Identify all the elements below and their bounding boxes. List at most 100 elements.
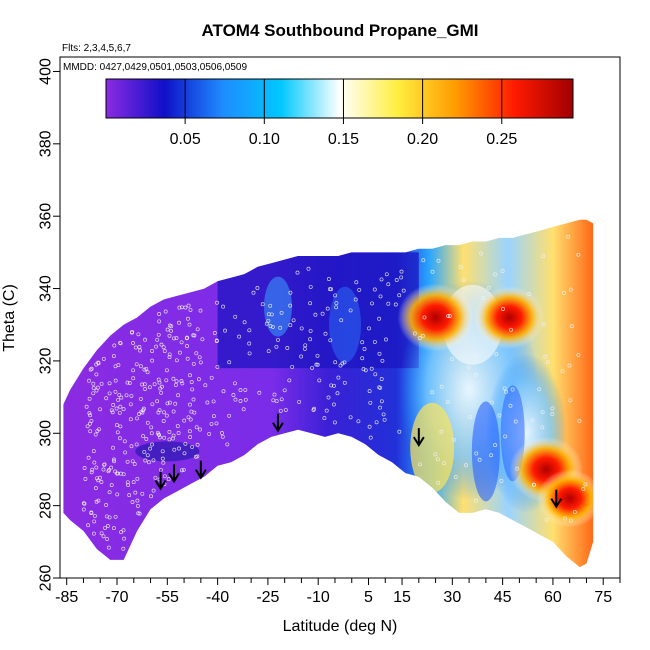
observation-point [89,470,94,475]
observation-point [276,337,280,342]
observation-point [145,370,150,375]
observation-point [348,415,353,420]
observation-point [486,285,491,290]
observation-point [379,277,384,282]
observation-point [227,413,232,418]
observation-point [581,487,586,491]
observation-point [464,463,469,468]
observation-point [493,443,498,448]
observation-point [399,269,404,274]
observation-point [513,419,518,424]
observation-point [166,477,171,482]
observation-point [313,312,318,317]
observation-point [151,488,156,493]
observation-point [367,389,372,394]
observation-point [569,324,574,329]
observation-point [363,368,368,373]
observation-point [133,490,138,495]
plot-frame [59,56,621,579]
observation-point [171,336,176,341]
observation-point [161,419,166,423]
field-yellow-patch [410,402,455,493]
observation-point [274,344,279,349]
observation-point [179,468,184,473]
observation-point [164,378,169,383]
observation-point [179,340,184,345]
observation-point [214,338,219,343]
observation-point [243,387,248,392]
observation-point [308,328,313,333]
observation-point [325,306,330,311]
observation-point [88,367,93,372]
observation-point [452,437,456,442]
observation-point [439,384,444,389]
observation-point [233,397,238,402]
observation-point [225,442,230,447]
observation-point [501,306,505,311]
observation-point [214,421,219,426]
x-axis-label: Latitude (deg N) [283,618,398,635]
observation-point [369,366,374,371]
y-tick-label: 400 [38,58,55,85]
observation-point [381,412,386,417]
observation-point [188,417,193,422]
observation-point [169,328,173,333]
observation-point [109,465,114,470]
observation-point [200,337,205,342]
observation-point [115,471,120,476]
arrow-head [550,498,563,509]
field-hotspot [397,283,474,352]
observation-point [386,301,391,306]
observation-point [420,333,425,338]
observation-point [126,483,131,488]
observation-point [215,300,219,305]
observation-point [328,338,333,343]
observation-point [104,503,109,507]
arrow-head [272,422,284,433]
observation-point [291,318,296,323]
observation-point [197,355,202,360]
observation-point [162,349,167,354]
y-tick-label: 260 [38,565,55,592]
x-tick-label: 5 [364,589,373,606]
observation-point [176,431,181,435]
observation-point [101,356,106,361]
observation-point [134,442,139,447]
observation-point [445,400,450,405]
colorbar-bar [105,78,574,119]
observation-point [384,337,388,342]
observation-point [96,498,101,503]
observation-point [93,432,98,437]
observation-point [543,354,548,359]
observation-point [220,434,225,439]
observation-point [144,437,149,441]
observation-point [232,381,237,386]
observation-point [326,277,331,281]
observation-point [174,379,179,384]
observation-point [110,410,115,415]
observation-point [188,402,192,407]
observation-point [568,518,573,523]
observation-point [243,397,248,402]
observation-point [161,345,166,350]
y-tick-label: 360 [38,203,55,230]
observation-point [211,414,216,419]
observation-point [489,453,494,458]
observation-point [453,475,458,480]
observation-point [115,492,120,497]
observation-point [474,451,479,456]
observation-point [360,356,365,361]
observation-point [144,366,149,371]
observation-point [113,514,118,519]
observation-points [81,234,588,551]
observation-point [370,301,374,306]
observation-point [148,446,153,451]
observation-point [131,341,135,345]
observation-point [508,403,513,408]
observation-point [450,357,455,362]
observation-point [266,318,271,323]
observation-point [91,531,96,536]
observation-point [117,436,122,441]
observation-point [527,292,532,297]
observation-point [186,415,191,420]
